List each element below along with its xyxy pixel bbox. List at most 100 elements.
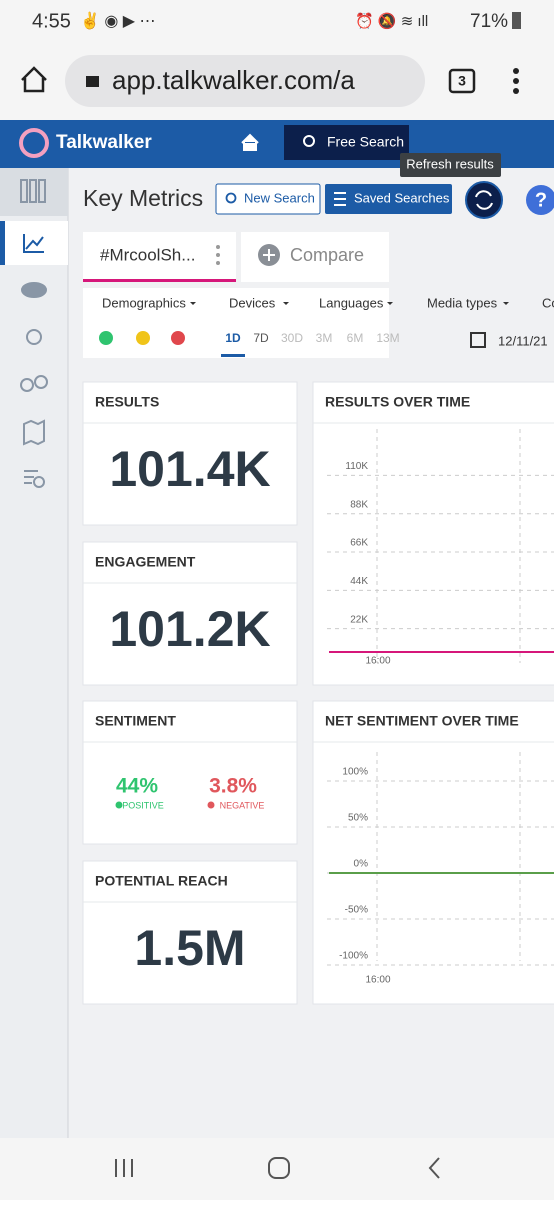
brand: Talkwalker <box>56 132 152 153</box>
tab-underline <box>83 279 236 282</box>
neutral-filter[interactable] <box>136 331 150 345</box>
metric-value: 101.4K <box>109 441 270 497</box>
dropdown-arrow <box>283 302 289 305</box>
new-search-button[interactable] <box>215 183 321 215</box>
card <box>82 700 298 845</box>
y-tick-label: 66K <box>350 538 368 549</box>
url: app.talkwalker.com/a <box>112 65 355 95</box>
y-tick-label: -100% <box>339 951 368 962</box>
sidebar-icon[interactable] <box>21 282 47 298</box>
tab-menu[interactable] <box>216 245 220 265</box>
compare-label: Compare <box>290 245 364 265</box>
help-icon: ? <box>535 189 547 211</box>
back-button[interactable] <box>428 1157 440 1179</box>
y-tick-label: 50% <box>348 813 368 824</box>
sidebar-icon[interactable] <box>20 179 28 203</box>
chart-card <box>312 700 554 1005</box>
tab-count: 3 <box>458 73 466 89</box>
filter-dropdown[interactable]: Demographics <box>102 295 186 310</box>
battery: 71% <box>470 11 508 32</box>
negative-icon <box>207 801 215 809</box>
positive-filter[interactable] <box>99 331 113 345</box>
filter-dropdown[interactable]: Co <box>542 295 554 310</box>
home-button[interactable] <box>21 66 47 93</box>
sidebar-icon[interactable] <box>38 179 46 203</box>
tab-label: #MrcoolSh... <box>100 245 195 264</box>
filter-dropdown[interactable]: Media types <box>427 295 498 310</box>
y-tick-label: 44K <box>350 576 368 587</box>
dropdown-arrow <box>387 302 393 305</box>
period-option[interactable]: 3M <box>316 331 333 345</box>
sidebar-icon[interactable] <box>29 179 37 203</box>
period-option[interactable]: 30D <box>281 331 303 345</box>
period-option[interactable]: 7D <box>253 331 269 345</box>
sidebar-icon[interactable] <box>23 419 45 446</box>
refresh-button[interactable] <box>465 181 503 219</box>
y-tick-label: 0% <box>354 859 369 870</box>
sidebar-icon[interactable] <box>20 378 34 392</box>
y-tick-label: 100% <box>342 767 368 778</box>
sidebar-icon[interactable] <box>24 470 38 484</box>
page-title: Key Metrics <box>83 185 203 211</box>
search-icon <box>225 192 237 204</box>
chart-card <box>312 381 554 686</box>
recents-button[interactable] <box>115 1159 133 1177</box>
period-option[interactable]: 6M <box>347 331 364 345</box>
tooltip <box>400 153 501 177</box>
card-title: RESULTS <box>95 394 159 410</box>
card <box>82 860 298 1005</box>
logo <box>19 128 49 158</box>
saved-searches-button[interactable] <box>325 184 452 214</box>
filter-dropdown[interactable]: Devices <box>229 295 276 310</box>
negative-label: NEGATIVE <box>220 800 265 810</box>
sidebar-icon[interactable] <box>33 476 45 488</box>
card-title: POTENTIAL REACH <box>95 873 228 889</box>
card-title: SENTIMENT <box>95 713 176 729</box>
time: 4:55 <box>32 10 71 32</box>
metric-value: 101.2K <box>109 601 270 657</box>
dropdown-arrow <box>190 302 196 305</box>
plus-sign <box>263 249 275 261</box>
status-icons: ✌ ◉ ▶ ⋯ <box>80 11 156 30</box>
tooltip-text: Refresh results <box>406 156 494 171</box>
filter-overflow <box>389 288 554 322</box>
sidebar-icon[interactable] <box>34 375 48 389</box>
card-title: ENGAGEMENT <box>95 554 196 570</box>
calendar-icon[interactable] <box>470 332 486 348</box>
y-tick-label: 110K <box>345 461 368 472</box>
negative-filter[interactable] <box>171 331 185 345</box>
card <box>82 541 298 686</box>
list-icon <box>334 192 346 206</box>
search-icon <box>303 135 315 147</box>
url-bar[interactable] <box>65 55 425 107</box>
sidebar-icon[interactable] <box>26 329 42 345</box>
negative-value: 3.8% <box>209 775 257 798</box>
chart-title: NET SENTIMENT OVER TIME <box>325 713 519 729</box>
search-tab[interactable] <box>83 232 236 282</box>
sidebar-active-bar <box>0 221 5 265</box>
positive-label: POSITIVE <box>122 800 164 810</box>
x-tick-label: 16:00 <box>365 656 390 667</box>
period-option[interactable]: 13M <box>376 331 399 345</box>
filter-panel <box>83 288 389 358</box>
period-underline <box>221 354 245 357</box>
refresh-icon <box>475 190 493 210</box>
url-clip <box>425 55 437 107</box>
metric-value: 1.5M <box>134 920 245 976</box>
period-option[interactable]: 1D <box>225 331 241 345</box>
tabs-button[interactable] <box>448 68 476 94</box>
lock-icon <box>86 76 99 87</box>
positive-icon <box>115 801 123 809</box>
y-tick-label: 22K <box>350 614 368 625</box>
home-icon[interactable] <box>241 133 259 151</box>
home-nav-button[interactable] <box>268 1157 290 1179</box>
status-icons-right: ⏰ 🔕 ≋ ıll <box>355 11 428 30</box>
sidebar-icon[interactable] <box>23 234 44 253</box>
saved-searches-label: Saved Searches <box>354 190 450 205</box>
nav-bar <box>0 1138 554 1200</box>
filter-dropdown[interactable]: Languages <box>319 295 384 310</box>
menu-button[interactable] <box>513 68 519 94</box>
sidebar-item-active-top <box>0 168 68 216</box>
help-button[interactable] <box>526 185 554 215</box>
